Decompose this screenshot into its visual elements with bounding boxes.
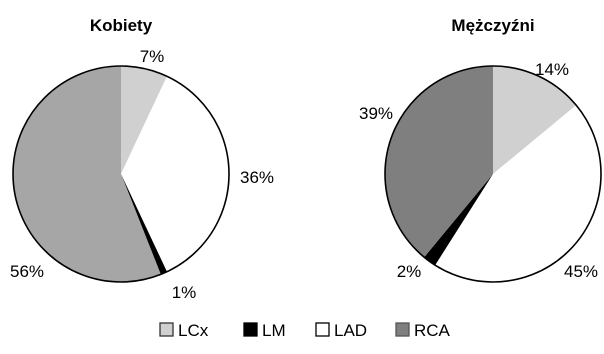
pie-slice-lm [121,174,167,275]
pie-chart-mezczyzni: 14% 45% 2% 39% [359,60,602,283]
data-label-lcx: 14% [535,60,569,79]
data-label-lad: 36% [240,168,274,187]
legend-swatch-rca [395,322,410,337]
data-label-rca: 56% [10,262,44,281]
pie-slice-lad [121,76,229,272]
pie-chart-kobiety: 7% 36% 1% 56% [10,47,274,302]
chart-title-kobiety: Kobiety [90,16,153,35]
legend-swatch-lad [315,322,330,337]
data-label-lm: 2% [397,262,422,281]
pie-slice-lm [424,174,493,266]
data-label-lm: 1% [172,283,197,302]
pie-slice-rca [384,65,493,258]
data-label-lad: 45% [564,262,598,281]
legend-label-rca: RCA [414,321,451,340]
pie-outline [12,65,230,283]
pie-outline [384,65,602,283]
legend-label-lm: LM [262,321,286,340]
legend-swatch-lm [243,322,258,337]
pie-slice-lcx [493,66,577,174]
pie-slice-lcx [121,66,167,174]
data-label-rca: 39% [359,104,393,123]
data-label-lcx: 7% [140,47,165,66]
legend-label-lad: LAD [334,321,367,340]
pie-slice-lad [435,105,602,283]
legend-label-lcx: LCx [178,321,209,340]
pie-slice-rca [13,66,161,282]
legend: LCx LM LAD RCA [159,321,451,340]
chart-title-mezczyzni: Mężczyźni [451,16,534,35]
legend-swatch-lcx [159,322,174,337]
